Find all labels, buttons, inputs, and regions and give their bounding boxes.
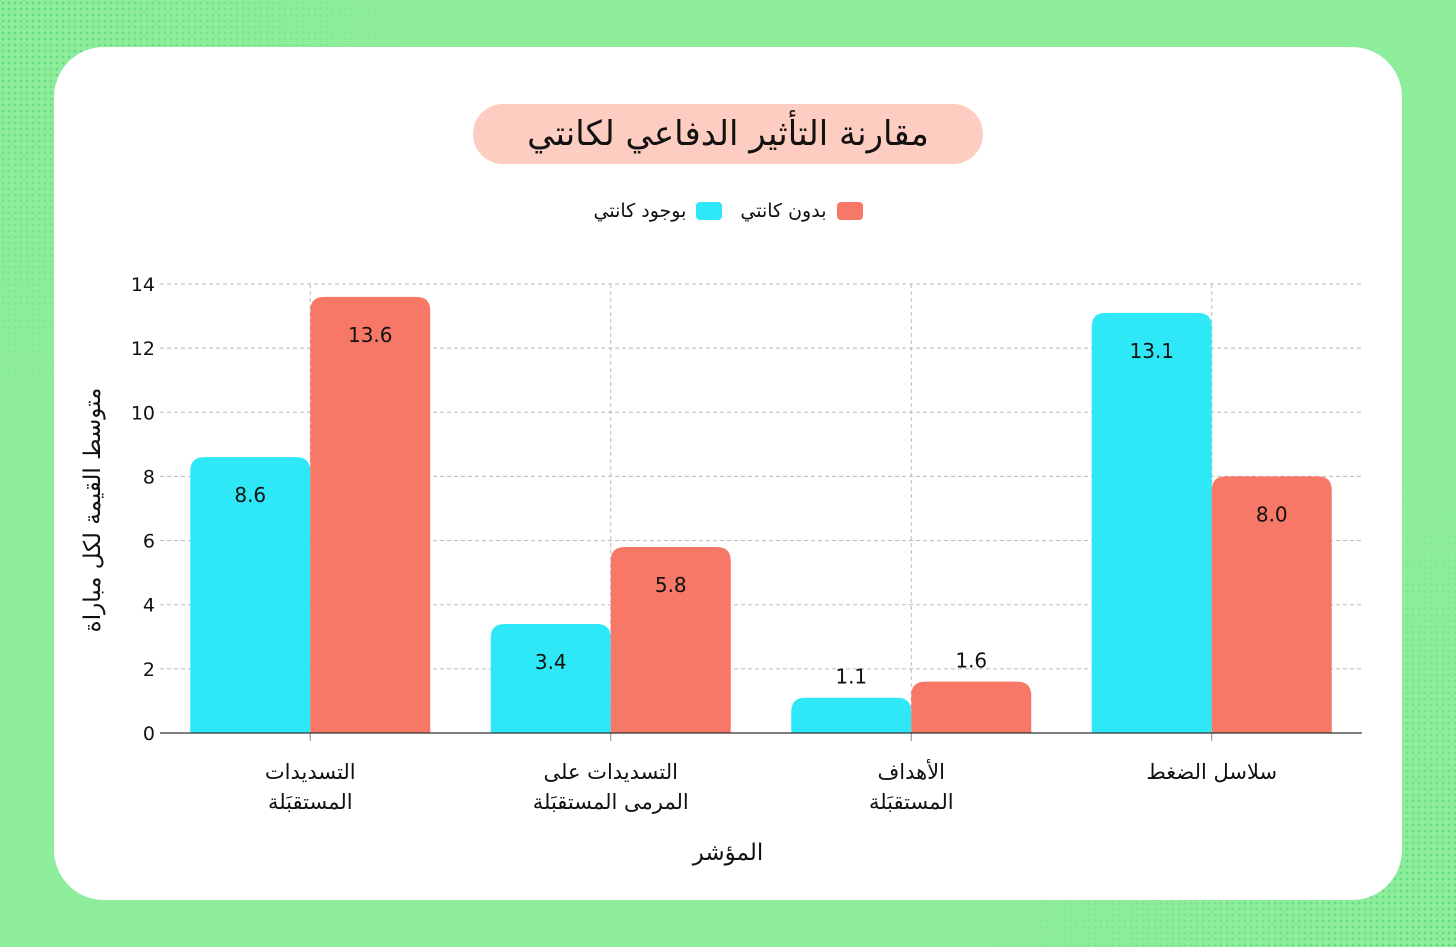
legend-item-without: بدون كانتي (740, 200, 863, 222)
y-tick-label: 10 (131, 402, 155, 424)
x-tick-label: المستقبَلة (869, 790, 954, 814)
x-tick-label: سلاسل الضغط (1146, 760, 1277, 784)
bar (490, 623, 611, 733)
data-label: 13.1 (1129, 339, 1174, 363)
x-tick-label: التسديدات على (544, 760, 678, 784)
y-tick-label: 4 (143, 595, 155, 617)
legend-label: بوجود كانتي (593, 200, 687, 222)
legend: بدون كانتي بوجود كانتي (0, 200, 1456, 222)
data-label: 5.8 (655, 573, 687, 597)
data-label: 8.0 (1256, 502, 1288, 526)
x-axis-title: المؤشر (692, 840, 764, 866)
x-tick-label: المرمى المستقبَلة (533, 790, 689, 814)
y-tick-label: 6 (143, 531, 155, 553)
bar (190, 457, 311, 733)
x-tick-label: الأهداف (877, 759, 945, 784)
bar (310, 296, 431, 733)
bar (1091, 312, 1212, 733)
y-tick-label: 14 (131, 274, 155, 296)
legend-label: بدون كانتي (740, 200, 827, 222)
x-tick-label: المستقبَلة (268, 790, 353, 814)
y-axis-title: متوسط القيمة لكل مباراة (80, 388, 106, 633)
legend-swatch (836, 202, 863, 220)
bar (610, 546, 731, 733)
y-tick-label: 12 (131, 338, 155, 360)
bar (791, 697, 912, 733)
y-tick-label: 8 (143, 466, 155, 488)
data-label: 8.6 (234, 483, 266, 507)
data-label: 13.6 (348, 323, 393, 347)
data-label: 1.6 (955, 649, 987, 673)
bar (911, 681, 1032, 733)
legend-item-with: بوجود كانتي (594, 200, 723, 222)
x-tick-label: التسديدات (265, 760, 356, 784)
y-tick-label: 2 (143, 659, 155, 681)
data-label: 1.1 (835, 665, 867, 689)
bar (1211, 476, 1332, 733)
legend-swatch (696, 202, 723, 220)
data-label: 3.4 (535, 650, 567, 674)
y-tick-label: 0 (143, 723, 155, 745)
chart-title: مقارنة التأثير الدفاعي لكانتي (473, 104, 983, 164)
